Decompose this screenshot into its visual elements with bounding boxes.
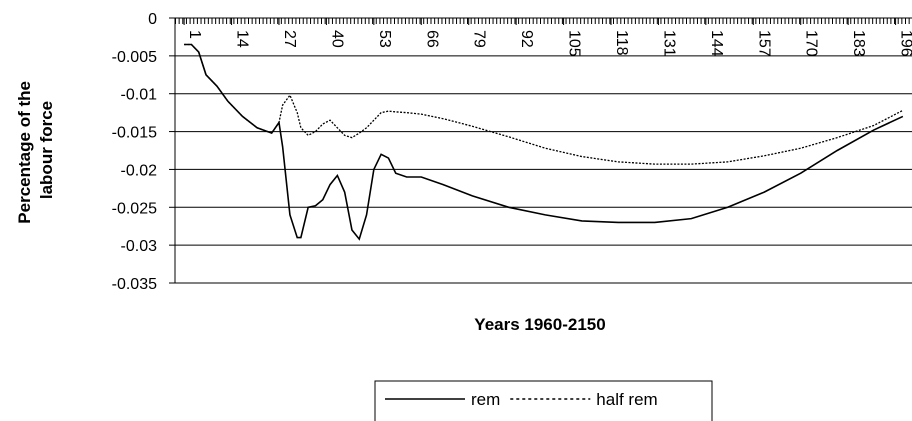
grid [175, 17, 912, 284]
legend-box [374, 380, 713, 421]
x-tick-label: 27 [281, 30, 298, 48]
legend-label: half rem [596, 390, 657, 409]
y-axis-title-line: labour force [37, 101, 56, 199]
series-line [184, 43, 904, 241]
x-tick-label: 105 [566, 30, 583, 57]
x-tick-label: 40 [328, 30, 345, 48]
y-tick-label: -0.03 [121, 238, 158, 255]
x-tick-label: 1 [186, 30, 203, 39]
x-tick-label: 92 [518, 30, 535, 48]
y-tick-label: 0 [148, 11, 157, 28]
x-tick-label: 118 [613, 30, 630, 56]
y-tick-label: -0.025 [112, 200, 157, 217]
series-line [184, 43, 904, 165]
x-tick-label: 183 [850, 30, 867, 57]
y-axis-title: Percentage of the labour force [15, 76, 56, 223]
x-tick-label: 66 [423, 30, 440, 48]
axes: 0 -0.005 -0.01 -0.015 -0.02 -0.025 -0.03 -0.035… [112, 11, 912, 293]
y-tick-label: -0.02 [121, 162, 158, 179]
x-tick-label: 196 [898, 30, 912, 57]
plot-lines [184, 43, 904, 241]
x-axis-title: Years 1960-2150 [474, 315, 605, 334]
y-tick-label: -0.035 [112, 276, 157, 293]
x-tick-label: 144 [708, 30, 725, 57]
x-tick-label: 157 [755, 30, 772, 57]
y-axis-title-line: Percentage of the [15, 81, 34, 224]
x-tick-label: 170 [803, 30, 820, 57]
legend: rem half rem [374, 380, 713, 421]
y-tick-label: -0.015 [112, 125, 157, 142]
y-tick-label: -0.01 [121, 87, 158, 104]
x-tick-label: 79 [471, 30, 488, 48]
y-tick-label: -0.005 [112, 49, 157, 66]
legend-label: rem [471, 390, 500, 409]
x-tick-label: 53 [376, 30, 393, 48]
x-tick-label: 14 [234, 30, 251, 48]
x-tick-label: 131 [660, 30, 677, 57]
